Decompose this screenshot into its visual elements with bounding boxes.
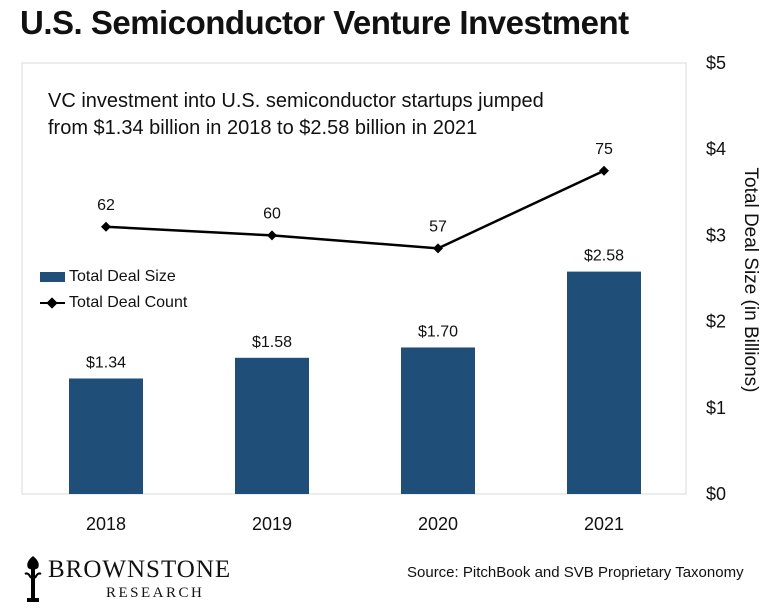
y-tick-label: $2 bbox=[706, 312, 726, 332]
line-marker-2020 bbox=[433, 243, 443, 254]
line-label-2020: 57 bbox=[429, 218, 447, 235]
source-note: Source: PitchBook and SVB Proprietary Ta… bbox=[407, 564, 744, 581]
line-label-2019: 60 bbox=[263, 205, 281, 222]
legend-item-deal-size: Total Deal Size bbox=[40, 264, 187, 290]
line-series bbox=[101, 165, 609, 254]
logo-name: BROWNSTONE bbox=[48, 556, 232, 583]
line-marker-2018 bbox=[101, 221, 111, 232]
plot-area-frame bbox=[21, 62, 687, 495]
legend-label: Total Deal Size bbox=[69, 268, 176, 285]
bar-2020 bbox=[401, 347, 475, 494]
y-tick-label: $0 bbox=[706, 484, 726, 504]
x-tick-label: 2020 bbox=[418, 514, 458, 534]
logo-subtitle: RESEARCH bbox=[106, 585, 205, 601]
y-tick-label: $3 bbox=[706, 225, 726, 245]
x-axis: 2018 2019 2020 2021 bbox=[86, 514, 624, 534]
y-axis: $0 $1 $2 $3 $4 $5 bbox=[706, 53, 726, 504]
legend-item-deal-count: Total Deal Count bbox=[40, 290, 187, 316]
x-tick-label: 2019 bbox=[252, 514, 292, 534]
legend: Total Deal Size Total Deal Count bbox=[40, 264, 187, 316]
legend-line-swatch bbox=[40, 297, 65, 309]
x-tick-label: 2018 bbox=[86, 514, 126, 534]
bar-label-2018: $1.34 bbox=[86, 354, 126, 371]
bar-label-2019: $1.58 bbox=[252, 334, 292, 351]
y-tick-label: $4 bbox=[706, 139, 726, 159]
line-label-2021: 75 bbox=[595, 141, 613, 158]
line-marker-2021 bbox=[599, 165, 609, 176]
line-marker-2019 bbox=[267, 230, 277, 241]
bar-2018 bbox=[69, 378, 143, 494]
chart-subtitle: VC investment into U.S. semiconductor st… bbox=[48, 90, 544, 139]
legend-label: Total Deal Count bbox=[69, 294, 188, 311]
chart-title: U.S. Semiconductor Venture Investment bbox=[20, 4, 629, 41]
bar-2021 bbox=[567, 271, 641, 494]
bar-label-2020: $1.70 bbox=[418, 323, 458, 340]
data-labels: $1.34 $1.58 $1.70 $2.58 62 60 57 75 bbox=[86, 141, 624, 372]
y-tick-label: $5 bbox=[706, 53, 726, 73]
legend-bar-swatch bbox=[40, 272, 65, 282]
y-axis-label: Total Deal Size (in Billions) bbox=[740, 167, 761, 393]
y-tick-label: $1 bbox=[706, 398, 726, 418]
bar-2019 bbox=[235, 357, 309, 494]
lamp-post-icon bbox=[24, 556, 42, 602]
x-tick-label: 2021 bbox=[584, 514, 624, 534]
line-path bbox=[105, 169, 605, 250]
bar-series bbox=[69, 271, 641, 494]
line-label-2018: 62 bbox=[97, 197, 115, 214]
bar-label-2021: $2.58 bbox=[584, 248, 624, 265]
chart: $1.34 $1.58 $1.70 $2.58 62 60 57 75 2018 2019 202… bbox=[21, 53, 726, 534]
